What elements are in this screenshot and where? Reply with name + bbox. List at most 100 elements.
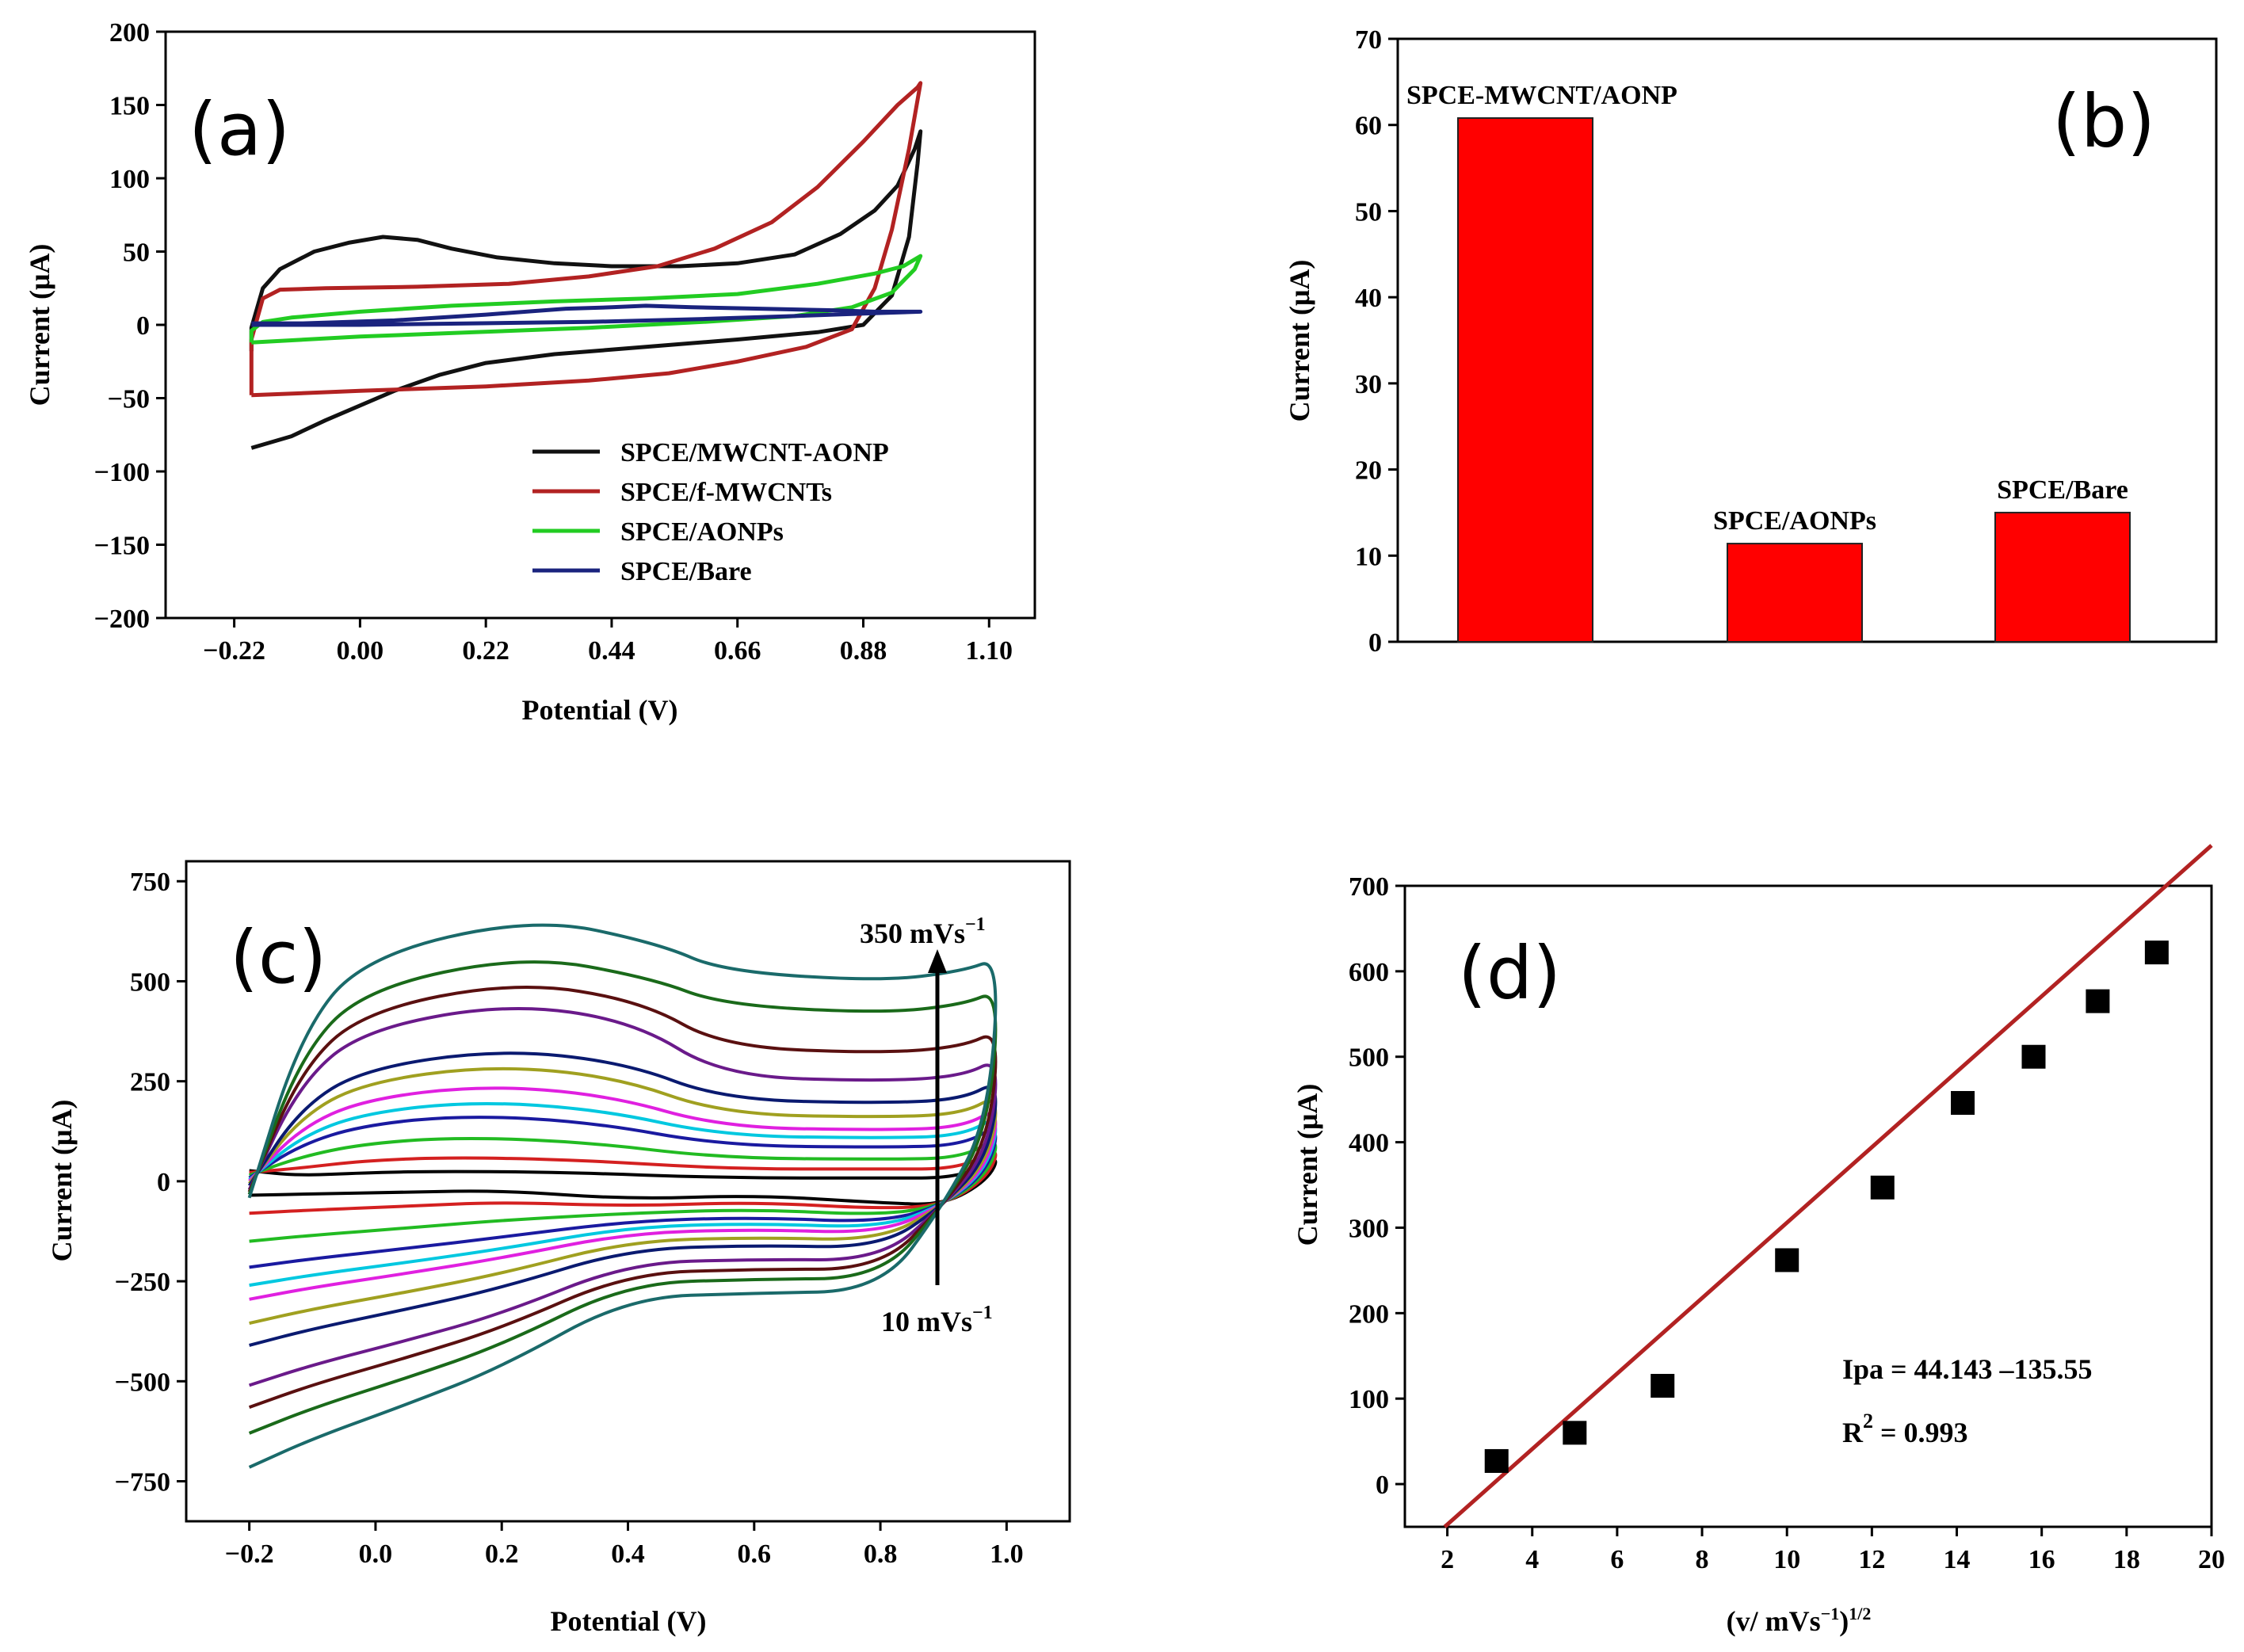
panel-d-y-tick-label: 400: [1349, 1129, 1389, 1158]
cv-scan-rate-curve: [249, 1158, 998, 1206]
panel-a-y-tick-label: 200: [109, 18, 150, 48]
panel-b-bars: SPCE-MWCNT/AONP SPCE/AONPs SPCE/Bare: [1406, 81, 2131, 643]
panel-d-x-tick-label: 10: [1773, 1545, 1800, 1574]
panel-d-x-tick-label: 2: [1441, 1545, 1454, 1574]
panel-b-letter: (b): [2052, 79, 2155, 164]
panel-d-y-tick-label: 100: [1349, 1385, 1389, 1414]
panel-d-y-tick-label: 700: [1349, 872, 1389, 902]
panel-a-y-tick-label: −200: [94, 605, 150, 634]
panel-d-y-tick-label: 200: [1349, 1299, 1389, 1329]
panel-d-y-tick-label: 500: [1349, 1043, 1389, 1073]
panel-c-curves: [247, 923, 998, 1469]
panel-c-y-tick-label: −750: [115, 1468, 170, 1497]
panel-b-y-tick-label: 70: [1355, 25, 1382, 55]
panel-b-y-title: Current (μA): [1284, 260, 1315, 422]
panel-a-x-tick-label: 1.10: [966, 636, 1013, 666]
bar-label: SPCE/Bare: [1997, 475, 2128, 505]
panel-a: −0.22 0.00 0.22 0.44 0.66 0.88 1.10 −200 −150 −10…: [24, 18, 1036, 726]
data-point: [1563, 1421, 1587, 1445]
panel-d-y-tick-label: 600: [1349, 958, 1389, 987]
panel-c-y-tick-label: −500: [115, 1368, 170, 1397]
panel-c-x-title: Potential (V): [551, 1605, 707, 1637]
panel-d-x-tick-label: 14: [1944, 1545, 1971, 1574]
panel-d-x-title: (v/ mVs−1)1/2: [1727, 1604, 1872, 1637]
panel-b-y-tick-label: 50: [1355, 197, 1382, 227]
panel-d-x-tick-label: 8: [1696, 1545, 1709, 1574]
data-point: [1651, 1374, 1675, 1398]
legend-label-aonps: SPCE/AONPs: [620, 517, 784, 547]
panel-c-x-tick-label: 0.6: [738, 1539, 772, 1569]
panel-c-x-tick-label: −0.2: [225, 1539, 274, 1569]
data-point: [2144, 940, 2169, 965]
legend-label-mwcnt-aonp: SPCE/MWCNT-AONP: [620, 438, 889, 467]
scan-rate-bottom-label: 10 mVs−1: [881, 1303, 993, 1337]
panel-b-y-tick-label: 60: [1355, 112, 1382, 141]
data-point: [1484, 1448, 1509, 1473]
panel-c-x-tick-label: 0.8: [864, 1539, 898, 1569]
data-point: [2086, 989, 2110, 1013]
data-point: [1951, 1090, 1975, 1115]
panel-a-x-tick-label: 0.66: [714, 636, 761, 666]
panel-d-frame: [1403, 884, 2213, 1528]
scan-rate-arrow: [928, 949, 947, 1285]
panel-d-y-title: Current (μA): [1292, 1084, 1323, 1246]
scan-rate-top-label: 350 mVs−1: [860, 914, 986, 949]
panel-a-x-tick-label: −0.22: [203, 636, 265, 666]
panel-a-y-tick-label: 150: [109, 92, 150, 121]
panel-c-x-tick-label: 0.0: [359, 1539, 393, 1569]
panel-b-y-tick-label: 0: [1368, 628, 1382, 658]
cv-curve-spce-mwcnt-aonp: [249, 129, 923, 450]
panel-a-ticks: −0.22 0.00 0.22 0.44 0.66 0.88 1.10 −200 −150 −10…: [94, 18, 1013, 666]
panel-c-y-title: Current (μA): [46, 1100, 78, 1262]
panel-a-x-tick-label: 0.00: [337, 636, 384, 666]
panel-a-letter: (a): [189, 87, 290, 172]
panel-b-ticks: 0 10 20 30 40 50 60 70: [1355, 25, 1398, 658]
cv-scan-rate-curve: [247, 923, 998, 1469]
panel-c-y-tick-label: −250: [115, 1268, 170, 1297]
cv-scan-rate-curve: [248, 1136, 998, 1243]
scan-rate-arrow-head: [928, 949, 947, 973]
panel-b-y-tick-label: 20: [1355, 456, 1382, 486]
panel-d-plot: [1443, 844, 2213, 1528]
bar-spce-mwcnt-aonp: [1457, 117, 1593, 643]
panel-b-y-tick-label: 30: [1355, 370, 1382, 399]
panel-d-x-tick-label: 18: [2113, 1545, 2140, 1574]
bar-spce-aonps: [1727, 543, 1863, 643]
panel-d-x-tick-label: 20: [2198, 1545, 2225, 1574]
panel-d-y-tick-label: 0: [1376, 1471, 1389, 1500]
bar-label: SPCE/AONPs: [1713, 506, 1876, 536]
panel-a-y-tick-label: −50: [108, 385, 150, 414]
panel-c-y-tick-label: 250: [130, 1068, 170, 1097]
panel-b-y-tick-label: 10: [1355, 542, 1382, 571]
legend-label-bare: SPCE/Bare: [620, 557, 752, 586]
fit-r-squared: R2 = 0.993: [1842, 1410, 1968, 1448]
panel-c-ticks: −0.2 0.0 0.2 0.4 0.6 0.8 1.0 −750 −500 −250 0 250 50…: [115, 868, 1024, 1569]
panel-c-x-tick-label: 0.2: [485, 1539, 519, 1569]
bar-spce-bare: [1994, 511, 2131, 643]
panel-c-x-tick-label: 0.4: [611, 1539, 645, 1569]
panel-a-y-tick-label: 50: [123, 238, 150, 268]
panel-c: −0.2 0.0 0.2 0.4 0.6 0.8 1.0 −750 −500 −250 0 250 50…: [46, 860, 1071, 1637]
panel-c-y-tick-label: 750: [130, 868, 170, 897]
data-point: [1870, 1175, 1895, 1200]
panel-d-x-tick-label: 16: [2028, 1545, 2055, 1574]
panel-c-letter: (c): [230, 915, 326, 1000]
panel-d-x-tick-label: 6: [1610, 1545, 1624, 1574]
panel-b-y-tick-label: 40: [1355, 284, 1382, 313]
panel-d-x-tick-label: 12: [1858, 1545, 1885, 1574]
panel-a-y-tick-label: 100: [109, 165, 150, 194]
panel-a-x-title: Potential (V): [522, 694, 678, 726]
fit-line: [1443, 844, 2213, 1528]
panel-c-y-tick-label: 500: [130, 967, 170, 997]
data-point: [1775, 1248, 1799, 1272]
panel-a-legend: SPCE/MWCNT-AONP SPCE/f-MWCNTs SPCE/AONPs…: [532, 438, 889, 586]
panel-a-curves: [249, 81, 923, 450]
panel-a-x-tick-label: 0.44: [588, 636, 635, 666]
panel-d-x-tick-label: 4: [1525, 1545, 1539, 1574]
panel-a-y-tick-label: 0: [136, 311, 150, 341]
panel-a-x-tick-label: 0.88: [840, 636, 887, 666]
cv-curve-spce-f-mwcnts: [249, 81, 923, 398]
